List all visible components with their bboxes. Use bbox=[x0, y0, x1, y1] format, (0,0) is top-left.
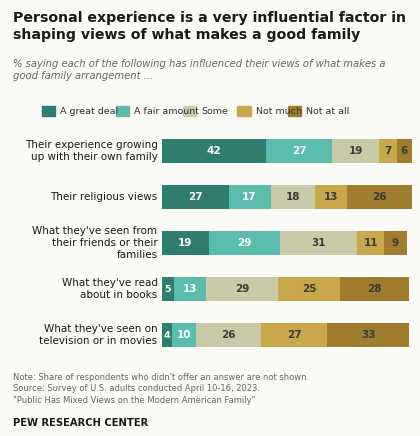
Bar bbox=[206, 277, 278, 301]
Bar bbox=[162, 277, 174, 301]
Text: 6: 6 bbox=[401, 146, 408, 156]
Text: 13: 13 bbox=[324, 192, 339, 202]
Text: Not at all: Not at all bbox=[306, 107, 349, 116]
Text: 5: 5 bbox=[165, 285, 171, 293]
Text: 27: 27 bbox=[287, 330, 302, 340]
Text: 27: 27 bbox=[188, 192, 202, 202]
Text: 26: 26 bbox=[372, 192, 387, 202]
Bar bbox=[281, 231, 357, 255]
Text: % saying each of the following has influenced their views of what makes a
good f: % saying each of the following has influ… bbox=[13, 59, 385, 81]
Bar bbox=[172, 323, 196, 347]
Text: Some: Some bbox=[201, 107, 228, 116]
Bar bbox=[162, 185, 228, 209]
Text: 17: 17 bbox=[242, 192, 257, 202]
Text: Their religious views: Their religious views bbox=[50, 192, 158, 202]
Bar bbox=[328, 323, 409, 347]
Text: 27: 27 bbox=[292, 146, 306, 156]
Text: What they've read
about in books: What they've read about in books bbox=[61, 278, 158, 300]
Bar bbox=[347, 185, 412, 209]
Text: 13: 13 bbox=[183, 284, 197, 294]
Bar bbox=[174, 277, 206, 301]
Bar bbox=[397, 139, 412, 163]
Text: Personal experience is a very influential factor in
shaping views of what makes : Personal experience is a very influentia… bbox=[13, 11, 406, 42]
Bar bbox=[315, 185, 347, 209]
Bar bbox=[162, 231, 209, 255]
Text: 26: 26 bbox=[221, 330, 236, 340]
Text: 28: 28 bbox=[367, 284, 382, 294]
Text: 10: 10 bbox=[177, 330, 191, 340]
Text: A fair amount: A fair amount bbox=[134, 107, 199, 116]
Text: 4: 4 bbox=[163, 330, 170, 340]
Text: 42: 42 bbox=[206, 146, 221, 156]
Text: What they've seen on
television or in movies: What they've seen on television or in mo… bbox=[39, 324, 158, 346]
Bar bbox=[384, 231, 407, 255]
Text: 9: 9 bbox=[392, 238, 399, 248]
Text: 29: 29 bbox=[237, 238, 252, 248]
Text: 7: 7 bbox=[384, 146, 392, 156]
Bar bbox=[357, 231, 384, 255]
Bar bbox=[162, 323, 172, 347]
Bar bbox=[265, 139, 332, 163]
Bar bbox=[162, 139, 265, 163]
Bar bbox=[278, 277, 340, 301]
Text: 33: 33 bbox=[361, 330, 375, 340]
Bar bbox=[270, 185, 315, 209]
Text: Not much: Not much bbox=[256, 107, 302, 116]
Text: 19: 19 bbox=[178, 238, 192, 248]
Text: 11: 11 bbox=[364, 238, 378, 248]
Bar bbox=[228, 185, 270, 209]
Text: 29: 29 bbox=[235, 284, 249, 294]
Text: 19: 19 bbox=[349, 146, 363, 156]
Bar bbox=[379, 139, 397, 163]
Bar bbox=[340, 277, 409, 301]
Text: 31: 31 bbox=[312, 238, 326, 248]
Text: PEW RESEARCH CENTER: PEW RESEARCH CENTER bbox=[13, 418, 148, 428]
Bar bbox=[196, 323, 261, 347]
Text: Their experience growing
up with their own family: Their experience growing up with their o… bbox=[25, 140, 158, 162]
Text: 25: 25 bbox=[302, 284, 316, 294]
Text: A great deal: A great deal bbox=[60, 107, 118, 116]
Bar bbox=[209, 231, 281, 255]
Bar bbox=[332, 139, 379, 163]
Text: Note: Share of respondents who didn't offer an answer are not shown.
Source: Sur: Note: Share of respondents who didn't of… bbox=[13, 373, 309, 405]
Bar bbox=[261, 323, 328, 347]
Text: What they've seen from
their friends or their
families: What they've seen from their friends or … bbox=[32, 226, 158, 260]
Text: 18: 18 bbox=[286, 192, 300, 202]
